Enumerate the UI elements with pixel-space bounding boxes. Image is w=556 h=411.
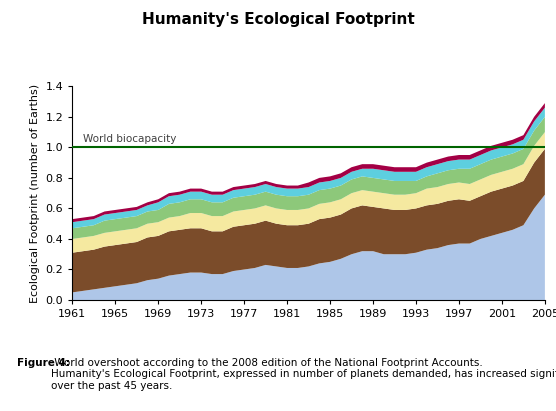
Text: World overshoot according to the 2008 edition of the National Footprint Accounts: World overshoot according to the 2008 ed… xyxy=(51,358,556,391)
Text: Humanity's Ecological Footprint: Humanity's Ecological Footprint xyxy=(142,12,414,27)
Text: World biocapacity: World biocapacity xyxy=(83,134,176,143)
Y-axis label: Ecological Footprint (number of Earths): Ecological Footprint (number of Earths) xyxy=(30,83,40,303)
Text: Figure 4:: Figure 4: xyxy=(17,358,70,367)
